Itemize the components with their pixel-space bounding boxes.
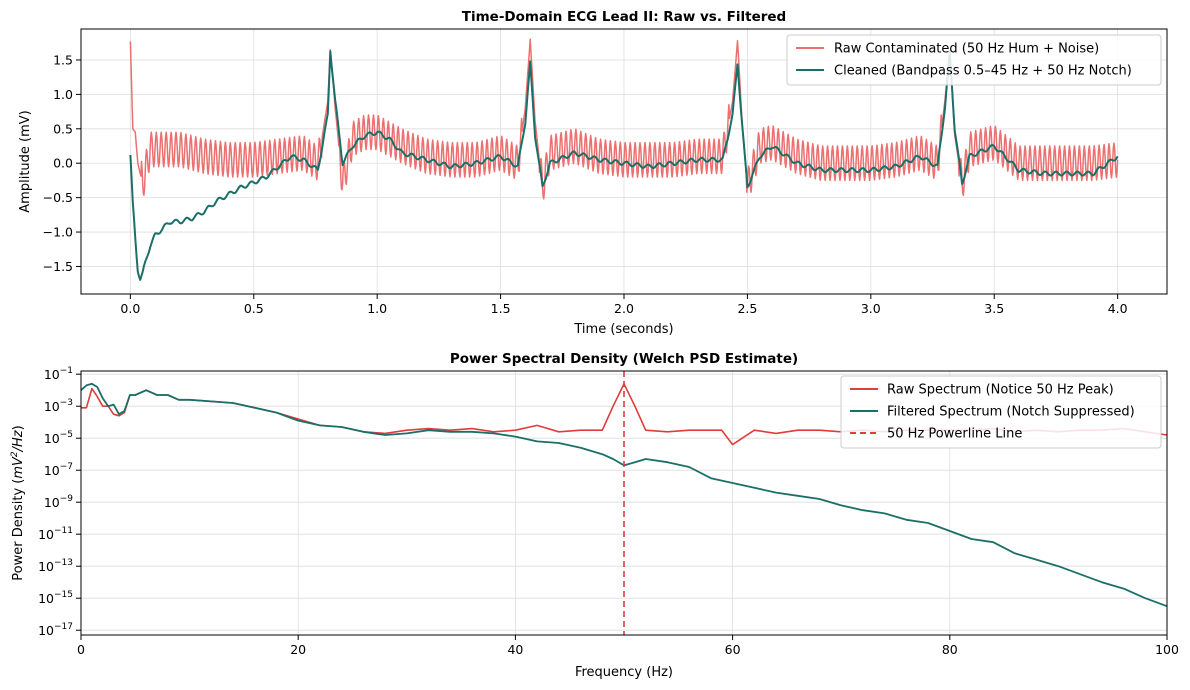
bottom-x-axis-label: Frequency (Hz) xyxy=(575,665,673,680)
top-x-tick-label: 1.0 xyxy=(367,301,387,316)
legend-raw-spectrum-label: Raw Spectrum (Notice 50 Hz Peak) xyxy=(887,383,1114,398)
top-y-axis-label: Amplitude (mV) xyxy=(18,110,33,212)
top-y-tick-label: 0.0 xyxy=(53,156,73,171)
bottom-x-tick-label: 20 xyxy=(290,642,306,657)
bottom-chart-title: Power Spectral Density (Welch PSD Estima… xyxy=(450,351,798,367)
top-y-tick-label: −1.5 xyxy=(43,259,73,274)
top-y-tick-label: 1.0 xyxy=(53,87,73,102)
bottom-legend-box xyxy=(840,375,1162,449)
psd-chart: Power Spectral Density (Welch PSD Estima… xyxy=(10,351,1179,680)
legend-raw-label: Raw Contaminated (50 Hz Hum + Noise) xyxy=(834,42,1099,57)
top-x-tick-label: 2.0 xyxy=(614,301,634,316)
top-x-tick-label: 3.5 xyxy=(984,301,1004,316)
top-y-tick-label: 0.5 xyxy=(53,121,73,136)
top-x-ticks: 0.0 0.5 1.0 1.5 2.0 2.5 3.0 3.5 4.0 xyxy=(120,294,1128,316)
filtered-spectrum-line xyxy=(80,382,1168,608)
top-series-lines xyxy=(129,38,1119,281)
top-y-tick-label: −1.0 xyxy=(43,225,73,240)
top-chart-title: Time-Domain ECG Lead II: Raw vs. Filtere… xyxy=(462,9,786,25)
bottom-x-tick-label: 100 xyxy=(1155,642,1179,657)
top-y-tick-label: 1.5 xyxy=(53,52,73,67)
bottom-x-tick-label: 60 xyxy=(725,642,741,657)
top-x-tick-label: 1.5 xyxy=(491,301,511,316)
bottom-y-tick-label: 10−9 xyxy=(44,494,73,510)
bottom-y-ticks: 10−1 10−3 10−5 10−7 10−9 10−11 10−13 10−15 10−17 xyxy=(38,366,81,638)
legend-cleaned-label: Cleaned (Bandpass 0.5–45 Hz + 50 Hz Notc… xyxy=(834,64,1132,79)
bottom-y-tick-label: 10−5 xyxy=(44,430,73,446)
bottom-x-tick-label: 40 xyxy=(507,642,523,657)
top-x-tick-label: 0.0 xyxy=(120,301,140,316)
bottom-y-tick-label: 10−3 xyxy=(44,398,73,414)
top-x-tick-label: 4.0 xyxy=(1108,301,1128,316)
top-legend: Raw Contaminated (50 Hz Hum + Noise) Cle… xyxy=(786,34,1162,86)
top-y-tick-label: −0.5 xyxy=(43,190,73,205)
top-x-tick-label: 3.0 xyxy=(861,301,881,316)
top-legend-box xyxy=(786,34,1162,86)
legend-filtered-spectrum-label: Filtered Spectrum (Notch Suppressed) xyxy=(887,405,1135,420)
top-x-tick-label: 0.5 xyxy=(244,301,264,316)
bottom-legend: Raw Spectrum (Notice 50 Hz Peak) Filtere… xyxy=(840,375,1162,449)
bottom-y-tick-label: 10−15 xyxy=(38,590,73,606)
bottom-y-tick-label: 10−11 xyxy=(38,526,73,542)
bottom-y-tick-label: 10−7 xyxy=(44,462,73,478)
legend-powerline-label: 50 Hz Powerline Line xyxy=(887,427,1022,442)
top-x-tick-label: 2.5 xyxy=(737,301,757,316)
bottom-x-tick-label: 0 xyxy=(77,642,85,657)
bottom-plot-frame xyxy=(80,370,1168,636)
bottom-x-tick-label: 80 xyxy=(942,642,958,657)
bottom-y-axis-label: Power Density (mV2/Hz) xyxy=(10,425,26,580)
bottom-y-tick-label: 10−1 xyxy=(44,366,73,382)
time-domain-chart: Time-Domain ECG Lead II: Raw vs. Filtere… xyxy=(18,9,1168,337)
bottom-y-tick-label: 10−17 xyxy=(38,622,73,638)
cleaned-ecg-line xyxy=(129,50,1119,281)
top-x-axis-label: Time (seconds) xyxy=(573,322,673,337)
bottom-y-tick-label: 10−13 xyxy=(38,558,73,574)
bottom-x-ticks: 0 20 40 60 80 100 xyxy=(77,635,1179,657)
top-y-ticks: −1.5 −1.0 −0.5 0.0 0.5 1.0 1.5 xyxy=(43,52,81,274)
